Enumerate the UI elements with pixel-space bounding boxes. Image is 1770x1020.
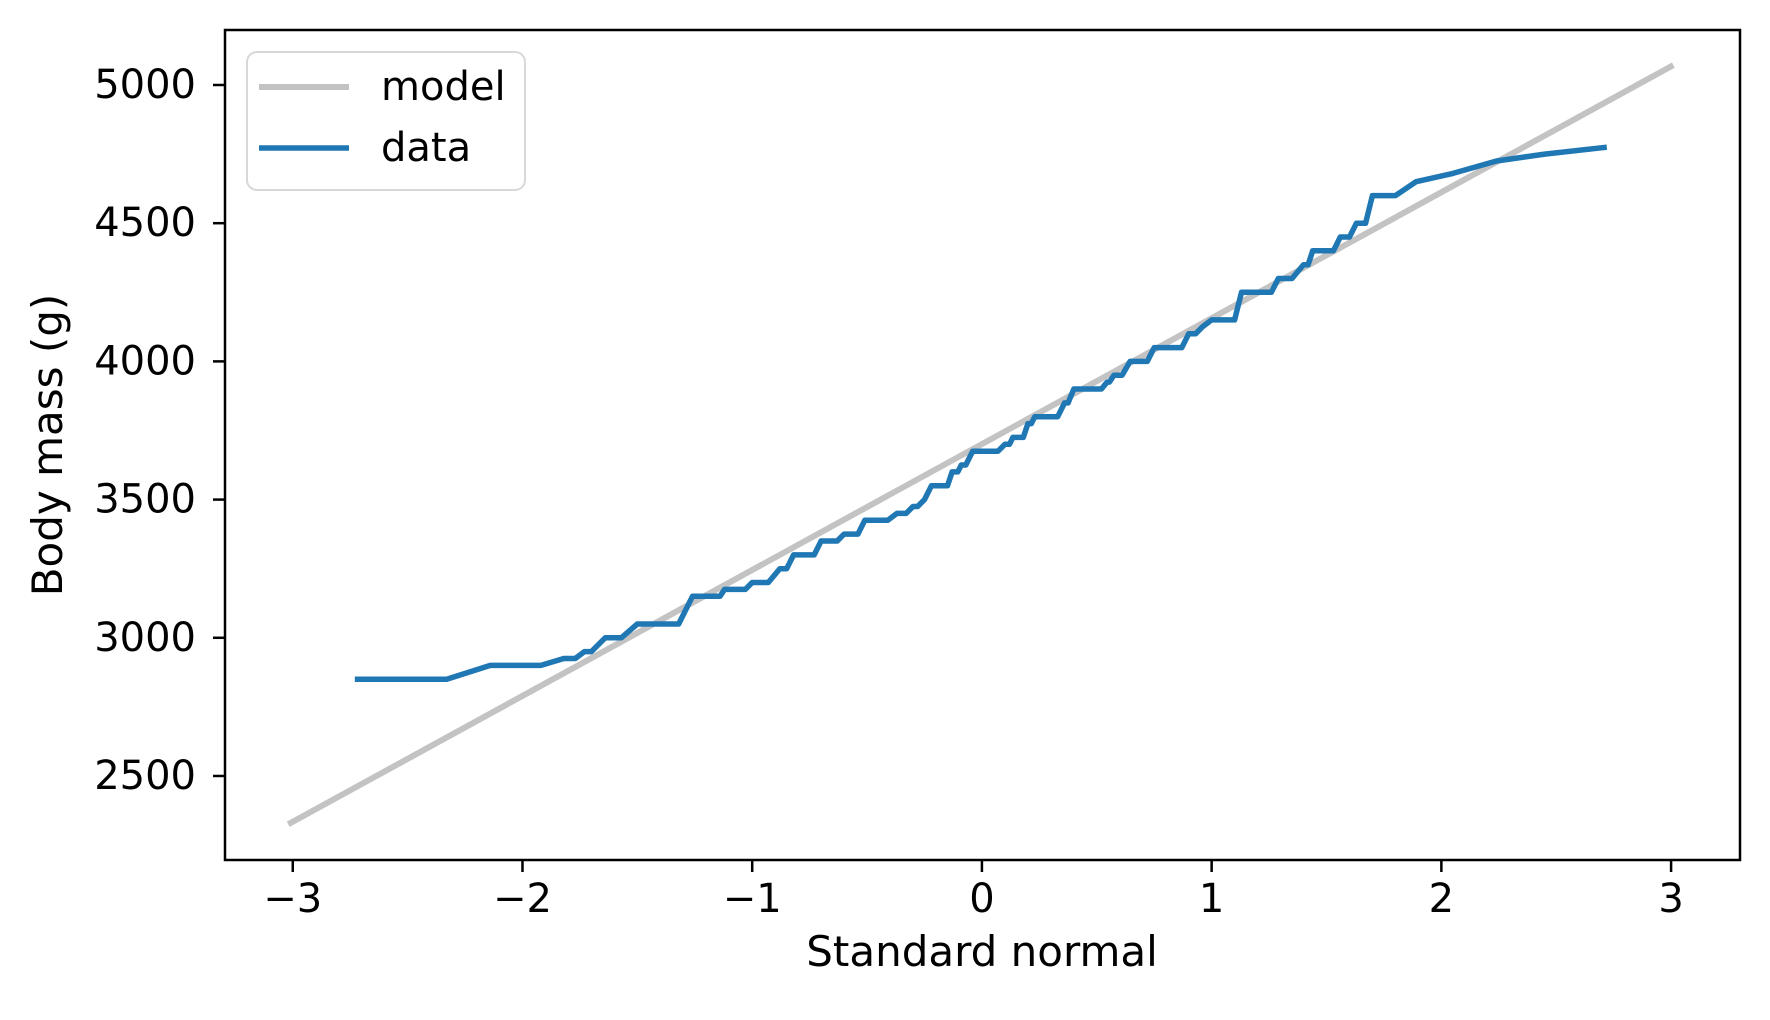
data-line <box>354 144 1608 682</box>
y-tick-label: 2500 <box>94 753 196 799</box>
x-axis-label: Standard normal <box>806 927 1158 976</box>
x-tick-label: 3 <box>1658 876 1683 922</box>
y-axis-label: Body mass (g) <box>23 294 72 597</box>
y-axis: 2500 3000 3500 4000 4500 5000 <box>94 62 225 799</box>
y-tick-label: 4000 <box>94 338 196 384</box>
y-tick-label: 5000 <box>94 62 196 108</box>
series-lines <box>286 62 1675 827</box>
y-tick-label: 3500 <box>94 477 196 523</box>
x-tick-label: −1 <box>723 876 782 922</box>
y-tick-label: 3000 <box>94 615 196 661</box>
x-tick-label: 1 <box>1199 876 1224 922</box>
legend-model-label: model <box>381 64 506 110</box>
legend: model data <box>246 51 526 191</box>
x-tick-label: 2 <box>1429 876 1454 922</box>
model-line <box>286 62 1675 827</box>
x-tick-label: −2 <box>493 876 552 922</box>
x-axis: −3 −2 −1 0 1 2 3 <box>263 860 1684 922</box>
y-tick-label: 4500 <box>94 200 196 246</box>
x-tick-label: −3 <box>263 876 322 922</box>
legend-data-label: data <box>381 125 471 171</box>
x-tick-label: 0 <box>969 876 994 922</box>
